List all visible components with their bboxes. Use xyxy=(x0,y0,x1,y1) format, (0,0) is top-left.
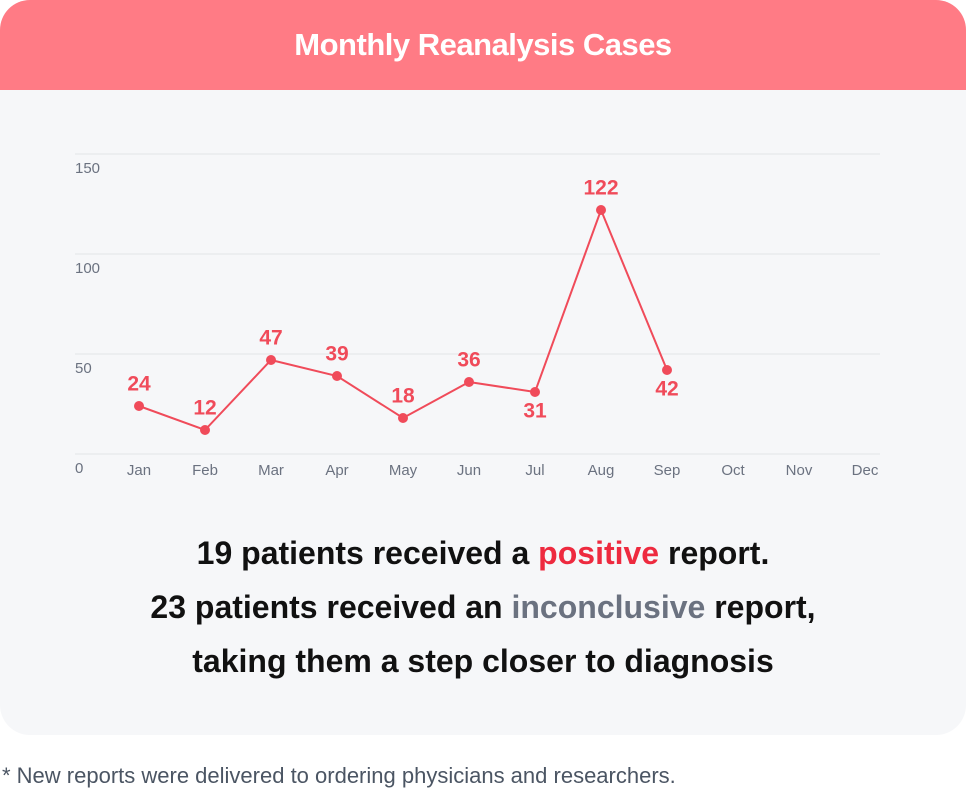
point xyxy=(332,371,342,381)
point xyxy=(398,413,408,423)
data-label: 42 xyxy=(655,378,678,401)
summary: 19 patients received a positive report. … xyxy=(0,526,966,688)
text: 23 patients received an xyxy=(150,589,512,625)
point xyxy=(266,355,276,365)
point xyxy=(662,365,672,375)
x-tick-label: Apr xyxy=(325,462,348,479)
x-tick-label: Aug xyxy=(588,462,615,479)
data-label: 39 xyxy=(325,343,348,366)
x-tick-label: Mar xyxy=(258,462,284,479)
data-label: 36 xyxy=(457,349,480,372)
chart: 0 50 100 150 Jan Feb Mar Apr May Jun Jul Aug Sep Oct N… xyxy=(75,153,880,479)
y-tick-label: 50 xyxy=(75,360,92,377)
y-tick-label: 150 xyxy=(75,160,100,177)
text: taking them a step closer to diagnosis xyxy=(192,643,774,679)
data-label: 47 xyxy=(259,327,282,350)
data-label: 24 xyxy=(127,373,151,396)
highlight: positive xyxy=(538,535,660,571)
data-label: 122 xyxy=(583,177,618,200)
point xyxy=(200,425,210,435)
x-tick-label: Jul xyxy=(525,462,544,479)
card-title: Monthly Reanalysis Cases xyxy=(0,0,966,90)
x-tick-label: May xyxy=(389,462,418,479)
card: Monthly Reanalysis Cases 0 50 100 150 Jan Feb… xyxy=(0,0,966,688)
summary-line: taking them a step closer to diagnosis xyxy=(0,634,966,688)
x-tick-label: Sep xyxy=(654,462,681,479)
footnote: * New reports were delivered to ordering… xyxy=(2,763,676,788)
point xyxy=(134,401,144,411)
x-tick-label: Dec xyxy=(852,462,879,479)
x-tick-label: Oct xyxy=(721,462,745,479)
x-tick-label: Feb xyxy=(192,462,218,479)
text: report. xyxy=(659,535,770,571)
summary-line: 19 patients received a positive report. xyxy=(0,526,966,580)
point xyxy=(530,387,540,397)
y-tick-label: 0 xyxy=(75,460,83,477)
x-tick-label: Nov xyxy=(786,462,813,479)
y-tick-label: 100 xyxy=(75,260,100,277)
data-label: 12 xyxy=(193,397,216,420)
x-tick-label: Jun xyxy=(457,462,481,479)
summary-line: 23 patients received an inconclusive rep… xyxy=(0,580,966,634)
data-label: 31 xyxy=(523,400,547,423)
point xyxy=(464,377,474,387)
x-tick-label: Jan xyxy=(127,462,151,479)
text: 19 patients received a xyxy=(196,535,539,571)
point xyxy=(596,205,606,215)
text: report, xyxy=(705,589,816,625)
data-label: 18 xyxy=(391,385,415,408)
highlight: inconclusive xyxy=(511,589,706,625)
